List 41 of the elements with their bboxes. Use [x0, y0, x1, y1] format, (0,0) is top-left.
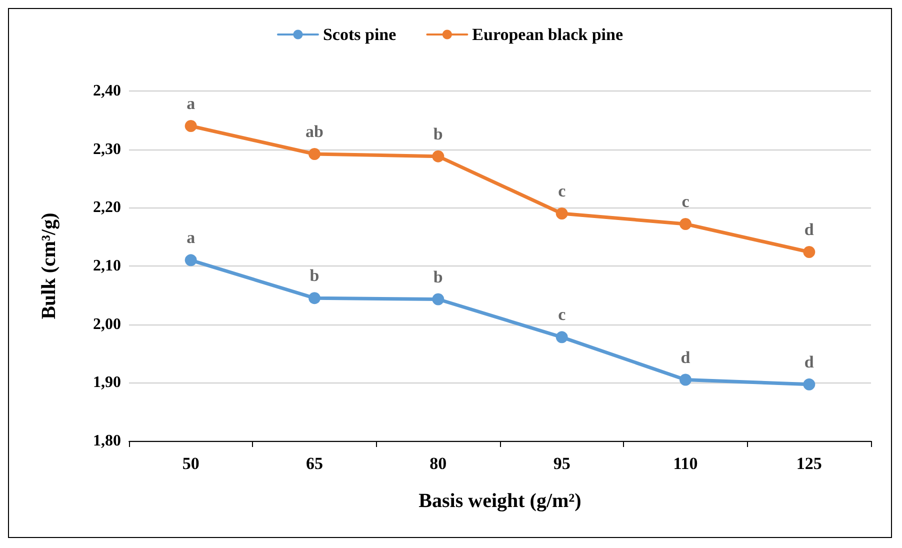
y-tick-label: 1,80	[93, 432, 121, 450]
point	[803, 378, 816, 390]
point	[680, 374, 692, 386]
annotation: c	[558, 182, 566, 200]
annotation: d	[804, 352, 814, 372]
point	[556, 331, 568, 344]
annotation: a	[186, 94, 196, 113]
annotation: b	[433, 124, 443, 144]
x-tick-label: 110	[673, 454, 698, 473]
x-tick-label: 95	[553, 454, 570, 473]
x-tick-label: 50	[182, 454, 200, 473]
annotation: b	[433, 267, 443, 286]
point	[432, 293, 444, 306]
point	[432, 150, 444, 162]
x-axis-title: Basis weight (g/m²)	[418, 490, 582, 512]
y-tick-label: 2,30	[93, 140, 121, 158]
point	[308, 148, 320, 160]
point	[556, 208, 568, 220]
annotation: d	[680, 348, 691, 367]
point	[184, 254, 197, 266]
annotation: c	[558, 305, 566, 324]
annotation: a	[186, 228, 196, 248]
point	[680, 218, 692, 230]
y-tick-label: 2,10	[93, 258, 121, 274]
y-tick-label: 1,90	[93, 374, 121, 392]
y-tick-label: 2,20	[93, 199, 121, 216]
legend-label: European black pine	[472, 25, 624, 44]
annotation: ab	[306, 122, 324, 141]
x-tick-label: 65	[306, 454, 323, 473]
x-tick-label: 80	[430, 454, 447, 473]
annotation: d	[804, 220, 814, 239]
legend-label: Scots pine	[322, 25, 397, 44]
point	[184, 120, 197, 132]
y-tick-label: 2,00	[93, 316, 121, 333]
annotation: c	[682, 192, 690, 211]
point	[803, 246, 816, 258]
point	[308, 292, 320, 304]
x-tick-label: 125	[796, 454, 822, 473]
annotation: b	[310, 266, 320, 286]
y-tick-label: 2,40	[93, 82, 121, 100]
y-axis-title: Bulk (cm³/g)	[38, 212, 60, 320]
